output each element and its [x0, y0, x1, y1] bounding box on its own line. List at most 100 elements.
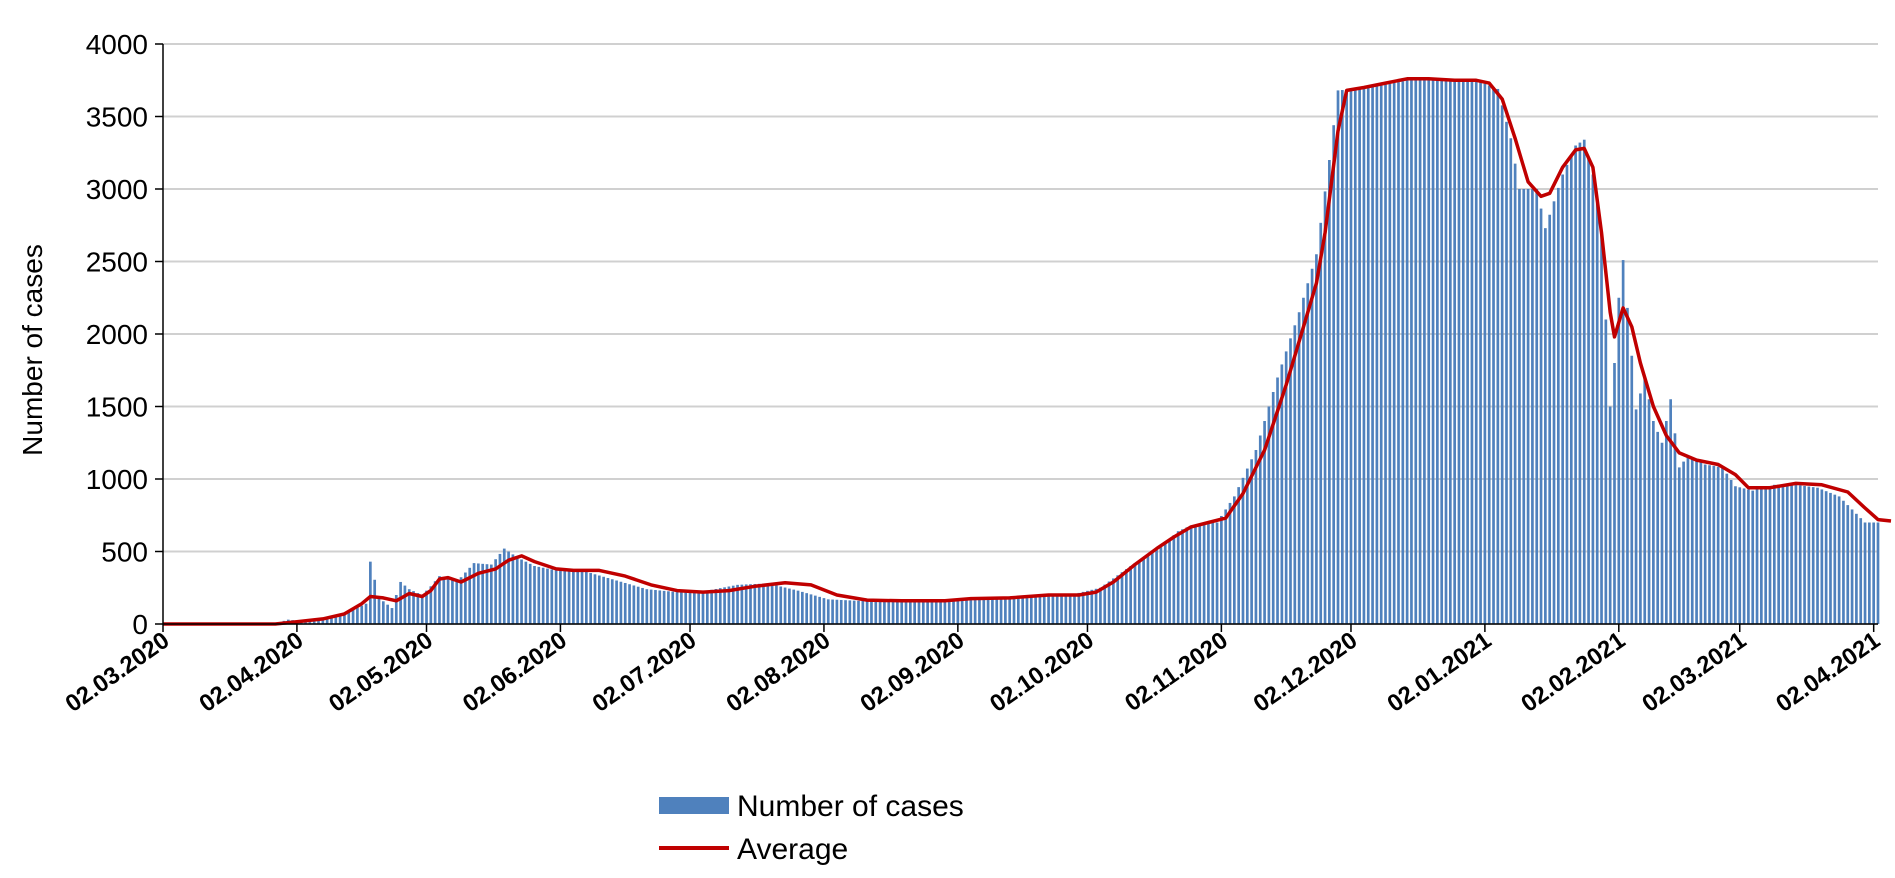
case-bar — [1328, 160, 1331, 624]
case-bar — [1664, 421, 1668, 624]
case-bar — [766, 583, 770, 624]
case-bar — [775, 585, 778, 624]
case-bar — [930, 600, 934, 624]
case-bar — [658, 590, 662, 624]
case-bar — [1345, 89, 1348, 625]
case-bar — [1081, 591, 1085, 624]
case-bar — [515, 557, 519, 624]
case-bar — [1034, 595, 1037, 624]
case-bar — [1729, 479, 1733, 624]
case-bar — [688, 591, 692, 624]
case-bar — [407, 589, 411, 624]
case-bar — [468, 567, 472, 624]
case-bar — [537, 566, 541, 624]
case-bar — [1077, 592, 1081, 624]
case-bar — [1526, 189, 1530, 624]
case-bar — [1021, 595, 1024, 624]
case-bar — [312, 619, 316, 624]
x-tick-label: 02.04.2020 — [194, 627, 308, 718]
case-bar — [1487, 85, 1491, 625]
case-bar — [1336, 90, 1340, 624]
case-bar — [343, 613, 346, 624]
case-bar — [1755, 489, 1759, 624]
case-bar — [883, 601, 886, 624]
case-bar — [593, 574, 597, 624]
case-bar — [960, 598, 964, 624]
case-bar — [1772, 484, 1776, 624]
y-tick-label: 2000 — [86, 319, 148, 350]
case-bar — [1042, 595, 1046, 624]
y-axis-title: Number of cases — [17, 244, 48, 456]
case-bar — [489, 564, 493, 624]
case-bar — [1721, 467, 1724, 624]
case-bar — [1837, 496, 1841, 624]
case-bar — [429, 586, 433, 624]
case-bar — [641, 587, 644, 624]
case-bar — [1302, 297, 1305, 624]
case-bar — [1172, 535, 1176, 624]
case-bar — [870, 601, 873, 624]
case-bar — [386, 604, 389, 624]
case-bar — [1876, 522, 1880, 624]
case-bar — [1401, 81, 1405, 625]
case-bar — [1099, 587, 1102, 624]
case-bar — [1820, 489, 1824, 624]
case-bar — [1496, 88, 1500, 624]
case-bar — [1371, 86, 1374, 624]
case-bar — [844, 600, 847, 624]
x-tick-label: 02.01.2021 — [1382, 627, 1496, 718]
case-bar — [390, 608, 394, 624]
case-bar — [399, 581, 402, 624]
case-bar — [1418, 78, 1422, 625]
case-bar — [1029, 595, 1033, 624]
case-bar — [1738, 487, 1742, 624]
case-bar — [1176, 531, 1180, 624]
case-bar — [1842, 500, 1845, 624]
case-bar — [939, 599, 942, 624]
case-bar — [425, 590, 428, 624]
y-tick-label: 1000 — [86, 464, 148, 495]
case-bar — [727, 586, 731, 624]
case-bar — [1569, 155, 1573, 625]
case-bar — [502, 548, 506, 624]
case-bar — [1310, 268, 1314, 624]
case-bar — [965, 598, 968, 624]
case-bar — [1207, 523, 1210, 624]
case-bar — [511, 554, 515, 624]
case-bar — [878, 601, 882, 624]
case-bar — [792, 589, 796, 624]
case-bar — [1168, 539, 1171, 624]
case-bar — [667, 591, 670, 624]
case-bar — [662, 590, 666, 624]
case-bar — [1038, 595, 1042, 624]
case-bar — [1060, 595, 1063, 624]
case-bar — [1241, 477, 1245, 624]
case-bar — [770, 584, 774, 624]
case-bar — [1233, 496, 1236, 624]
case-bar — [1315, 254, 1318, 624]
case-bar — [1565, 164, 1569, 624]
x-tick-label: 02.12.2020 — [1249, 627, 1363, 718]
case-bar — [1405, 80, 1409, 624]
case-bar — [1211, 522, 1215, 624]
case-bar — [1388, 83, 1392, 624]
case-bar — [1289, 338, 1292, 624]
case-bar — [1604, 319, 1608, 624]
case-bar — [416, 593, 420, 624]
case-bar — [1319, 222, 1323, 624]
case-bar — [1578, 142, 1582, 624]
case-bar — [1444, 78, 1448, 625]
case-bar — [1626, 307, 1629, 624]
case-bar — [926, 600, 929, 624]
case-bar — [1258, 435, 1262, 624]
x-tick-label: 02.10.2020 — [985, 627, 1099, 718]
case-bar — [684, 591, 688, 624]
case-bar — [1690, 457, 1694, 624]
y-tick-label: 1500 — [86, 392, 148, 423]
case-bar — [334, 616, 338, 624]
case-bar — [1340, 90, 1344, 625]
case-bar — [1250, 459, 1253, 624]
case-bar — [805, 593, 809, 624]
case-bar — [744, 584, 748, 624]
